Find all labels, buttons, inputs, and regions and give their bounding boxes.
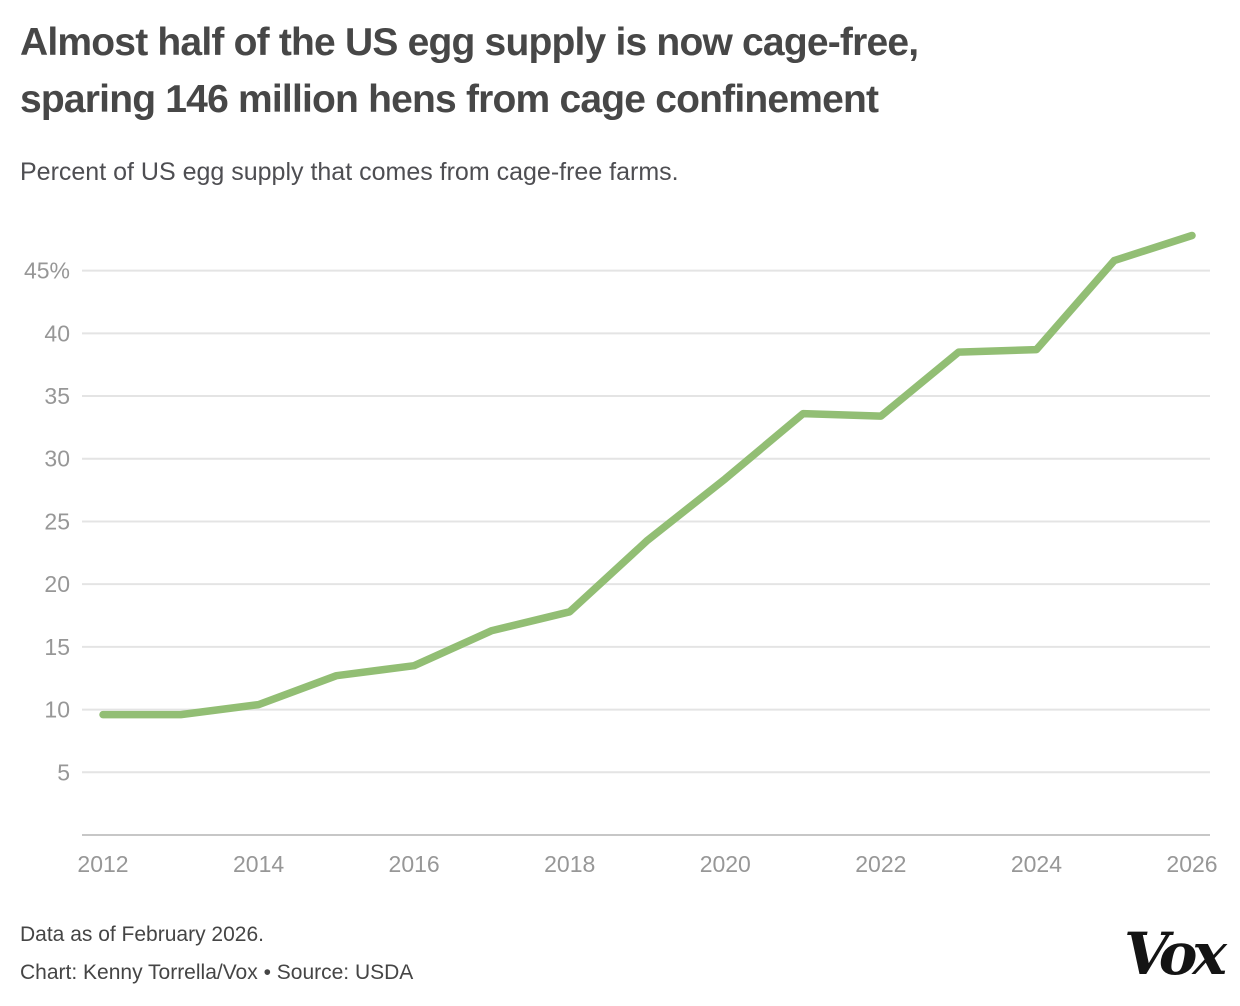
y-axis-tick-label: 20 — [44, 571, 70, 597]
chart-title-line2: sparing 146 million hens from cage confi… — [20, 78, 879, 121]
x-axis-tick-label: 2024 — [1011, 851, 1062, 877]
chart-footer: Data as of February 2026. Chart: Kenny T… — [20, 916, 413, 992]
vox-logo: Vox — [1124, 920, 1227, 988]
x-axis-tick-label: 2016 — [389, 851, 440, 877]
x-axis-tick-label: 2018 — [544, 851, 595, 877]
chart-title: Almost half of the US egg supply is now … — [20, 14, 1200, 128]
cage-free-series-line — [99, 231, 1196, 719]
y-axis-tick-label: 35 — [44, 383, 70, 409]
chart-title-line1: Almost half of the US egg supply is now … — [20, 21, 919, 64]
credit-line: Chart: Kenny Torrella/Vox • Source: USDA — [20, 961, 414, 984]
x-axis-tick-label: 2022 — [855, 851, 906, 877]
x-axis-tick-label: 2014 — [233, 851, 284, 877]
x-axis-tick-label: 2012 — [77, 851, 128, 877]
y-axis-tick-label: 40 — [44, 320, 70, 346]
y-axis-tick-label: 30 — [44, 446, 70, 472]
y-axis-tick-label: 45% — [24, 258, 70, 284]
y-axis-tick-label: 25 — [44, 508, 70, 534]
x-axis-tick-label: 2020 — [700, 851, 751, 877]
x-axis-tick-label: 2026 — [1166, 851, 1217, 877]
line-chart: 5 10 15 20 25 30 35 40 45% 2012 2014 2016 2018 2020 20… — [24, 231, 1218, 877]
y-axis-tick-label: 10 — [44, 697, 70, 723]
chart-subtitle: Percent of US egg supply that comes from… — [20, 158, 679, 186]
y-axis-tick-label: 15 — [44, 634, 70, 660]
y-axis-tick-label: 5 — [57, 759, 70, 785]
data-note: Data as of February 2026. — [20, 923, 264, 946]
